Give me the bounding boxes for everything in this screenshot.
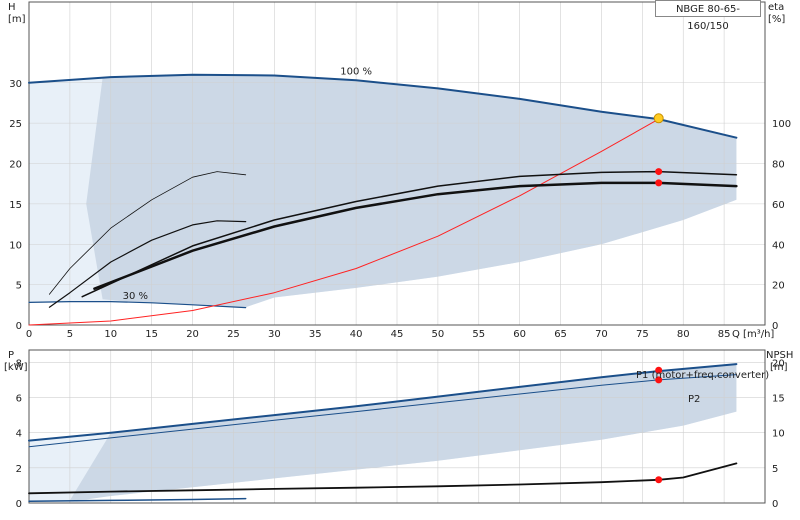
x-tick-label: 65 xyxy=(554,329,567,340)
head-series-line xyxy=(48,220,247,308)
eta-tick-label: 60 xyxy=(772,200,785,211)
power-series-line xyxy=(28,462,738,495)
head-plot-frame xyxy=(28,1,766,326)
p-axis-label: P xyxy=(8,350,14,361)
y-axis-label: H xyxy=(8,2,16,13)
power-area-dark xyxy=(69,364,737,501)
head-point-marker xyxy=(655,168,663,176)
power-plot-frame xyxy=(28,349,766,504)
head-series-line xyxy=(28,118,660,326)
x-tick-label: 85 xyxy=(718,329,731,340)
eta-tick-label: 100 xyxy=(772,119,791,130)
y-tick-label: 15 xyxy=(9,200,22,211)
power-point-marker xyxy=(655,376,663,384)
x-tick-label: 45 xyxy=(391,329,404,340)
power-point-marker xyxy=(655,366,663,374)
y-tick-label: 0 xyxy=(16,321,22,332)
x-tick-label: 40 xyxy=(350,329,363,340)
x-tick-label: 25 xyxy=(227,329,240,340)
npsh-tick-label: 0 xyxy=(772,499,778,510)
x-tick-label: 35 xyxy=(309,329,322,340)
y-tick-label: 10 xyxy=(9,240,22,251)
x-axis-label: Q [m³/h] xyxy=(732,329,774,340)
eta-tick-label: 40 xyxy=(772,240,785,251)
head-point-marker xyxy=(655,179,663,187)
eta-tick-label: 80 xyxy=(772,160,785,171)
x-tick-label: 5 xyxy=(67,329,73,340)
x-tick-label: 50 xyxy=(432,329,445,340)
p1-series-label: P1 (motor+freq.converter) xyxy=(636,370,769,381)
head-series-line xyxy=(28,73,738,139)
head-point-marker xyxy=(653,113,664,124)
x-tick-label: 70 xyxy=(595,329,608,340)
y-axis-unit: [m] xyxy=(8,14,26,25)
head-series-line xyxy=(81,170,738,298)
y-tick-label: 25 xyxy=(9,119,22,130)
power-series-line xyxy=(28,363,738,442)
chart-title: NBGE 80-65-160/150 xyxy=(655,0,761,32)
p-tick-label: 2 xyxy=(16,464,22,475)
p-tick-label: 6 xyxy=(16,393,22,404)
npsh-tick-label: 15 xyxy=(772,393,785,404)
eta-tick-label: 0 xyxy=(772,321,778,332)
x-tick-label: 15 xyxy=(145,329,158,340)
power-point-marker xyxy=(655,476,663,484)
x-tick-label: 30 xyxy=(268,329,281,340)
p-tick-label: 4 xyxy=(16,429,22,440)
p-axis-unit: [kW] xyxy=(4,362,28,373)
npsh-tick-label: 10 xyxy=(772,429,785,440)
npsh-axis-label: NPSH xyxy=(766,350,793,361)
head-series-line xyxy=(28,301,247,309)
x-tick-label: 80 xyxy=(677,329,690,340)
y-tick-label: 20 xyxy=(9,160,22,171)
power-series-line xyxy=(28,374,737,448)
y-tick-label: 5 xyxy=(16,281,22,292)
x-tick-label: 0 xyxy=(26,329,32,340)
p-tick-label: 8 xyxy=(16,358,22,369)
p2-series-label: P2 xyxy=(688,394,700,405)
y-tick-label: 30 xyxy=(9,79,22,90)
x-tick-label: 60 xyxy=(513,329,526,340)
x-tick-label: 10 xyxy=(104,329,117,340)
npsh-axis-unit: [m] xyxy=(770,362,788,373)
eta-tick-label: 20 xyxy=(772,281,785,292)
head-series-line xyxy=(93,181,738,290)
x-tick-label: 20 xyxy=(186,329,199,340)
eta-axis-label: eta xyxy=(768,2,784,13)
eta-axis-unit: [%] xyxy=(768,14,785,25)
head-series-line xyxy=(49,171,247,295)
npsh-tick-label: 5 xyxy=(772,464,778,475)
x-tick-label: 75 xyxy=(636,329,649,340)
power-series-line xyxy=(28,497,247,502)
curve-annotation: 100 % xyxy=(340,67,372,78)
x-tick-label: 55 xyxy=(472,329,485,340)
p-tick-label: 0 xyxy=(16,499,22,510)
curve-annotation: 30 % xyxy=(123,291,148,302)
npsh-tick-label: 20 xyxy=(772,358,785,369)
